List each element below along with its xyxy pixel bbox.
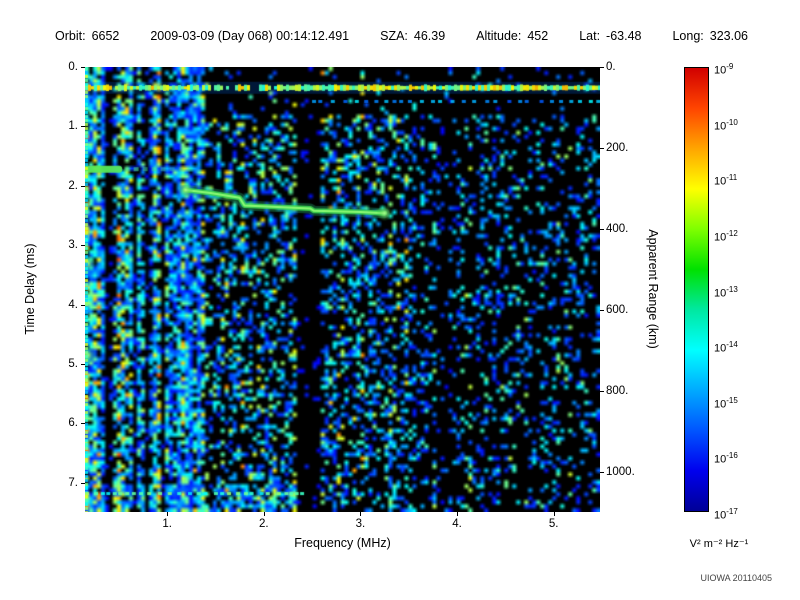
header-field-altitude: Altitude: 452 bbox=[476, 29, 548, 43]
x-tick-mark bbox=[263, 512, 265, 516]
header-field-value: 2009-03-09 (Day 068) 00:14:12.491 bbox=[150, 29, 350, 43]
header-field-orbit: Orbit: 6652 bbox=[55, 29, 119, 43]
y2-tick-label: 800. bbox=[606, 384, 629, 397]
colorbar-gradient bbox=[685, 68, 708, 511]
header-field-label: Long: bbox=[672, 29, 704, 43]
header-field-label: Orbit: bbox=[55, 29, 86, 43]
colorbar-tick-label: 10-15 bbox=[714, 395, 738, 411]
y-tick-label: 5. bbox=[68, 358, 78, 371]
telemetry-header: Orbit: 6652 2009-03-09 (Day 068) 00:14:12.… bbox=[55, 29, 748, 43]
y-tick-mark bbox=[81, 364, 85, 366]
y-axis-title: Time Delay (ms) bbox=[23, 243, 37, 335]
colorbar-tick-label: 10-10 bbox=[714, 117, 738, 133]
x-tick-label: 3. bbox=[355, 518, 366, 530]
header-field-value: 46.39 bbox=[413, 29, 446, 43]
header-field-label: Altitude: bbox=[476, 29, 522, 43]
y-tick-mark bbox=[81, 482, 85, 484]
y-tick-mark bbox=[81, 423, 85, 425]
x-tick-mark bbox=[456, 512, 458, 516]
y-tick-label: 0. bbox=[68, 61, 78, 73]
header-field-value: 323.06 bbox=[709, 29, 748, 43]
header-field-value: 6652 bbox=[91, 29, 120, 43]
y-tick-mark bbox=[81, 185, 85, 187]
x-tick-mark bbox=[553, 512, 555, 516]
x-tick-label: 4. bbox=[452, 518, 462, 530]
colorbar bbox=[684, 67, 709, 512]
colorbar-tick-label: 10-12 bbox=[714, 228, 738, 244]
header-field-value: 452 bbox=[527, 29, 549, 43]
y-tick-mark bbox=[81, 67, 85, 68]
y2-tick-label: 600. bbox=[606, 303, 629, 316]
spectrogram-canvas bbox=[85, 67, 600, 512]
x-tick-label: 1. bbox=[162, 518, 172, 530]
colorbar-tick-label: 10-9 bbox=[714, 62, 734, 77]
y-tick-mark bbox=[81, 304, 85, 306]
x-axis-title: Frequency (MHz) bbox=[294, 536, 391, 550]
y-tick-label: 1. bbox=[68, 120, 78, 133]
header-field-value: -63.48 bbox=[606, 29, 642, 43]
colorbar-tick-label: 10-16 bbox=[714, 451, 738, 467]
y-tick-label: 3. bbox=[68, 239, 78, 252]
colorbar-tick-label: 10-13 bbox=[714, 284, 738, 300]
x-tick-label: 2. bbox=[258, 518, 269, 530]
x-tick-label: 5. bbox=[548, 518, 559, 530]
y-tick-label: 2. bbox=[68, 179, 78, 192]
y2-tick-mark bbox=[600, 309, 604, 311]
y2-tick-mark bbox=[600, 390, 604, 392]
y2-tick-label: 0. bbox=[606, 61, 616, 73]
header-field-label: SZA: bbox=[380, 29, 408, 43]
colorbar-tick-label: 10-14 bbox=[714, 340, 738, 355]
y2-tick-mark bbox=[600, 471, 604, 473]
y-tick-mark bbox=[81, 245, 85, 247]
y2-tick-label: 200. bbox=[606, 141, 629, 154]
colorbar-unit-label: V² m⁻² Hz⁻¹ bbox=[689, 538, 749, 550]
colorbar-tick-label: 10-11 bbox=[714, 173, 738, 188]
y-tick-label: 4. bbox=[68, 298, 78, 311]
credit-text: UIOWA 20110405 bbox=[700, 573, 772, 583]
y2-tick-mark bbox=[600, 228, 604, 230]
y-tick-label: 6. bbox=[68, 417, 78, 430]
header-field-label: Lat: bbox=[579, 29, 601, 43]
x-tick-mark bbox=[360, 512, 362, 516]
x-tick-mark bbox=[167, 512, 169, 516]
colorbar-tick-label: 10-17 bbox=[714, 507, 738, 522]
y-tick-label: 7. bbox=[68, 476, 78, 489]
y2-tick-label: 400. bbox=[606, 222, 629, 235]
y2-axis-title: Apparent Range (km) bbox=[646, 229, 660, 349]
header-field-long: Long: 323.06 bbox=[672, 29, 748, 43]
header-field-lat: Lat: -63.48 bbox=[579, 29, 641, 43]
y-tick-mark bbox=[81, 126, 85, 128]
y2-tick-mark bbox=[600, 147, 604, 149]
y2-tick-mark bbox=[600, 67, 604, 68]
header-field-sza: SZA: 46.39 bbox=[380, 29, 445, 43]
header-field-timestamp: 2009-03-09 (Day 068) 00:14:12.491 bbox=[150, 29, 349, 43]
y2-tick-label: 1000. bbox=[606, 465, 635, 478]
